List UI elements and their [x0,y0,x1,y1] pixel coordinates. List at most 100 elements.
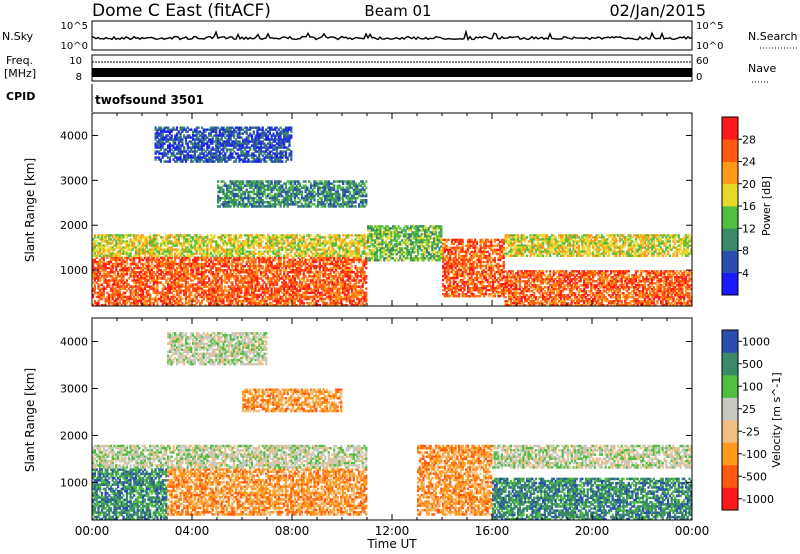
heatmap-cell [315,293,318,297]
heatmap-cell [500,289,504,292]
heatmap-cell [492,278,495,282]
heatmap-cell [242,269,245,272]
heatmap-cell [481,246,484,250]
heatmap-cell [283,301,286,305]
heatmap-cell [329,256,332,260]
heatmap-cell [145,293,148,297]
heatmap-cell [475,246,479,250]
heatmap-cell [109,260,113,264]
heatmap-cell [463,258,466,262]
heatmap-cell [508,288,511,291]
heatmap-cell [163,287,166,290]
heatmap-cell [238,246,241,249]
heatmap-cell [525,288,529,291]
heatmap-cell [500,291,504,294]
heatmap-cell [247,236,250,239]
heatmap-cell [277,301,280,305]
heatmap-band-1 [92,234,368,257]
heatmap-cell [470,282,473,286]
heatmap-cell [365,295,368,299]
heatmap-cell [217,295,220,299]
heatmap-cell [183,240,186,243]
heatmap-cell [270,240,273,243]
heatmap-cell [347,266,350,270]
heatmap-cell [220,234,223,237]
heatmap-cell [254,287,257,290]
heatmap-cell [488,254,491,258]
heatmap-cell [252,287,255,290]
heatmap-cell [118,264,121,268]
heatmap-cell [165,260,168,264]
heatmap-cell [256,293,259,297]
heatmap-cell [92,250,95,253]
heatmap-cell [336,264,339,268]
heatmap-cell [475,285,479,288]
heatmap-cell [270,238,273,241]
heatmap-cell [102,264,105,268]
heatmap-cell [115,236,118,239]
heatmap-cell [227,234,230,237]
heatmap-cell [172,299,175,303]
heatmap-cell [167,264,170,268]
heatmap-cell [177,291,180,295]
heatmap-cell [217,279,220,282]
heatmap-cell [195,266,198,270]
heatmap-cell [465,250,468,254]
heatmap-cell [311,256,314,260]
heatmap-cell [183,285,186,288]
heatmap-cell [365,277,368,280]
heatmap-cell [313,285,316,288]
heatmap-cell [104,254,107,257]
heatmap-cell [363,248,366,251]
heatmap-cell [302,293,305,297]
heatmap-cell [309,262,313,266]
heatmap-cell [138,238,141,241]
heatmap-cell [492,287,495,290]
heatmap-cell [193,287,196,290]
heatmap-cell [236,244,239,247]
heatmap-cell [224,242,227,245]
heatmap-cell [102,287,105,290]
heatmap-cell [131,285,134,288]
heatmap-cell [127,297,130,301]
heatmap-cell [338,289,341,292]
heatmap-cell [168,285,171,288]
heatmap-cell [467,289,470,292]
heatmap-cell [122,291,125,295]
heatmap-cell [363,264,366,268]
heatmap-cell [477,264,480,268]
heatmap-cell [524,274,527,277]
heatmap-cell [297,293,300,297]
heatmap-cell [247,289,250,292]
heatmap-cell [247,246,250,249]
heatmap-cell [245,250,248,253]
heatmap-cell [95,281,98,284]
heatmap-cell [470,274,473,278]
heatmap-cell [250,281,254,284]
heatmap-cell [281,242,284,245]
heatmap-cell [217,287,220,290]
heatmap-cell [172,285,175,288]
heatmap-cell [347,262,350,266]
heatmap-cell [204,248,207,251]
heatmap-cell [338,244,341,247]
heatmap-cell [238,240,241,243]
heatmap-cell [208,258,211,262]
heatmap-cell [133,262,136,266]
heatmap-cell [525,300,529,303]
heatmap-cell [268,240,271,243]
heatmap-cell [134,283,138,286]
heatmap-cell [342,250,345,253]
heatmap-cell [127,248,130,251]
heatmap-cell [254,293,257,297]
heatmap-cell [268,277,271,280]
heatmap-cell [218,269,221,272]
heatmap-cell [238,285,241,288]
heatmap-cell [111,254,114,257]
heatmap-cell [217,297,220,301]
heatmap-cell [493,289,496,292]
heatmap-cell [347,277,350,280]
heatmap-cell [347,269,350,272]
heatmap-cell [272,295,275,299]
heatmap-cell [199,264,202,268]
